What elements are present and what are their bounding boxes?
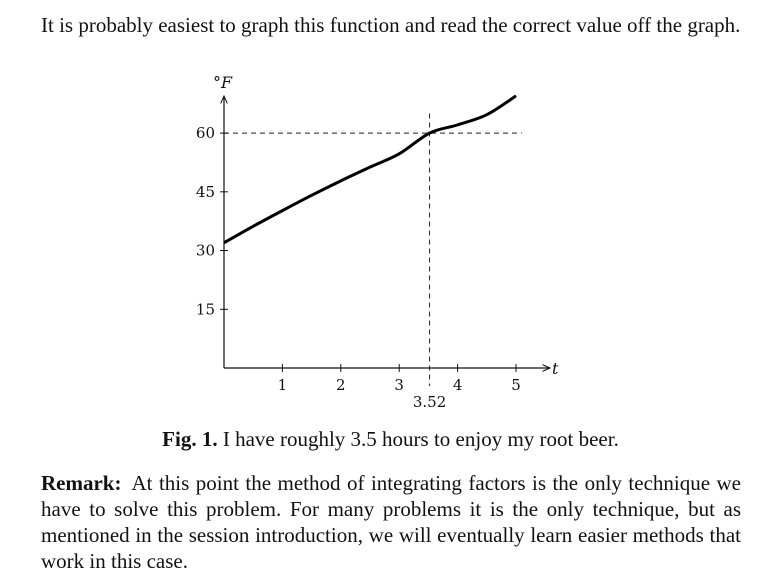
caption-label: Fig. 1. [162, 427, 218, 451]
y-tick-label: 45 [196, 183, 215, 201]
x-tick-label: 5 [511, 376, 521, 394]
figure: °F t 1 2 3 4 5 15 30 45 60 3.52 [180, 70, 580, 415]
temperature-curve [223, 94, 517, 245]
x-guide-label: 3.52 [413, 393, 446, 411]
remark-paragraph: Remark: At this point the method of integ… [41, 470, 741, 574]
x-tick-label: 4 [453, 376, 463, 394]
x-axis-label: t [552, 359, 559, 378]
intro-paragraph: It is probably easiest to graph this fun… [41, 13, 741, 37]
remark-label: Remark: [41, 471, 122, 495]
y-tick-label: 15 [196, 300, 215, 318]
y-tick-label: 60 [196, 124, 215, 142]
x-tick-label: 1 [278, 376, 288, 394]
y-axis-label: °F [213, 73, 233, 92]
caption-text: I have roughly 3.5 hours to enjoy my roo… [222, 427, 619, 451]
x-tick-label: 3 [394, 376, 404, 394]
x-tick-label: 2 [336, 376, 346, 394]
figure-caption: Fig. 1. I have roughly 3.5 hours to enjo… [0, 426, 781, 452]
y-tick-label: 30 [196, 242, 215, 260]
remark-text: At this point the method of integrating … [41, 471, 741, 573]
